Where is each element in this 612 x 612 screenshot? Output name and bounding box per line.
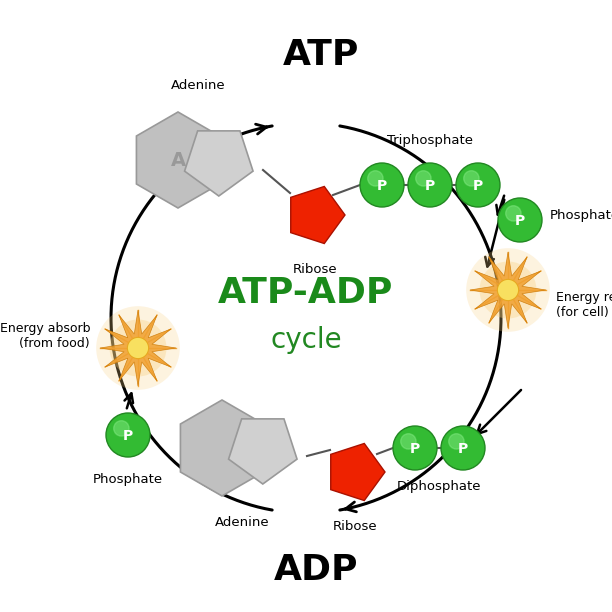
Polygon shape xyxy=(181,400,264,496)
Circle shape xyxy=(110,319,166,376)
Circle shape xyxy=(464,171,479,186)
Text: ATP: ATP xyxy=(283,38,359,72)
Text: P: P xyxy=(515,214,525,228)
Circle shape xyxy=(416,171,431,186)
Text: Energy absorb
(from food): Energy absorb (from food) xyxy=(0,322,90,350)
Circle shape xyxy=(498,198,542,242)
Circle shape xyxy=(449,434,464,449)
Polygon shape xyxy=(291,187,345,244)
Circle shape xyxy=(441,426,485,470)
Circle shape xyxy=(393,426,437,470)
Text: A: A xyxy=(170,151,185,170)
Circle shape xyxy=(360,163,404,207)
Text: Adenine: Adenine xyxy=(171,79,225,92)
Text: Phosphate: Phosphate xyxy=(550,209,612,222)
Polygon shape xyxy=(136,112,220,208)
Text: cycle: cycle xyxy=(270,326,342,354)
Circle shape xyxy=(479,261,537,318)
Text: P: P xyxy=(123,429,133,443)
Circle shape xyxy=(106,413,150,457)
Circle shape xyxy=(368,171,383,186)
Polygon shape xyxy=(228,419,297,484)
Text: ATP-ADP: ATP-ADP xyxy=(218,276,394,310)
Text: P: P xyxy=(425,179,435,193)
Circle shape xyxy=(506,206,521,221)
Polygon shape xyxy=(470,252,546,328)
Circle shape xyxy=(456,163,500,207)
Text: Ribose: Ribose xyxy=(333,520,378,533)
Polygon shape xyxy=(185,131,253,196)
Text: P: P xyxy=(377,179,387,193)
Polygon shape xyxy=(100,310,176,386)
Text: Phosphate: Phosphate xyxy=(93,473,163,486)
Circle shape xyxy=(127,337,149,359)
Text: P: P xyxy=(410,442,420,456)
Text: P: P xyxy=(473,179,483,193)
Circle shape xyxy=(466,248,550,332)
Circle shape xyxy=(114,420,129,436)
Circle shape xyxy=(96,306,180,390)
Polygon shape xyxy=(330,444,385,501)
Text: Energy released
(for cell): Energy released (for cell) xyxy=(556,291,612,319)
Text: ADP: ADP xyxy=(274,553,358,587)
Text: Triphosphate: Triphosphate xyxy=(387,134,473,147)
Circle shape xyxy=(498,279,518,300)
Circle shape xyxy=(401,434,416,449)
Text: P: P xyxy=(458,442,468,456)
Text: Diphosphate: Diphosphate xyxy=(397,480,481,493)
Text: Ribose: Ribose xyxy=(293,263,337,276)
Text: Adenine: Adenine xyxy=(215,516,269,529)
Circle shape xyxy=(408,163,452,207)
